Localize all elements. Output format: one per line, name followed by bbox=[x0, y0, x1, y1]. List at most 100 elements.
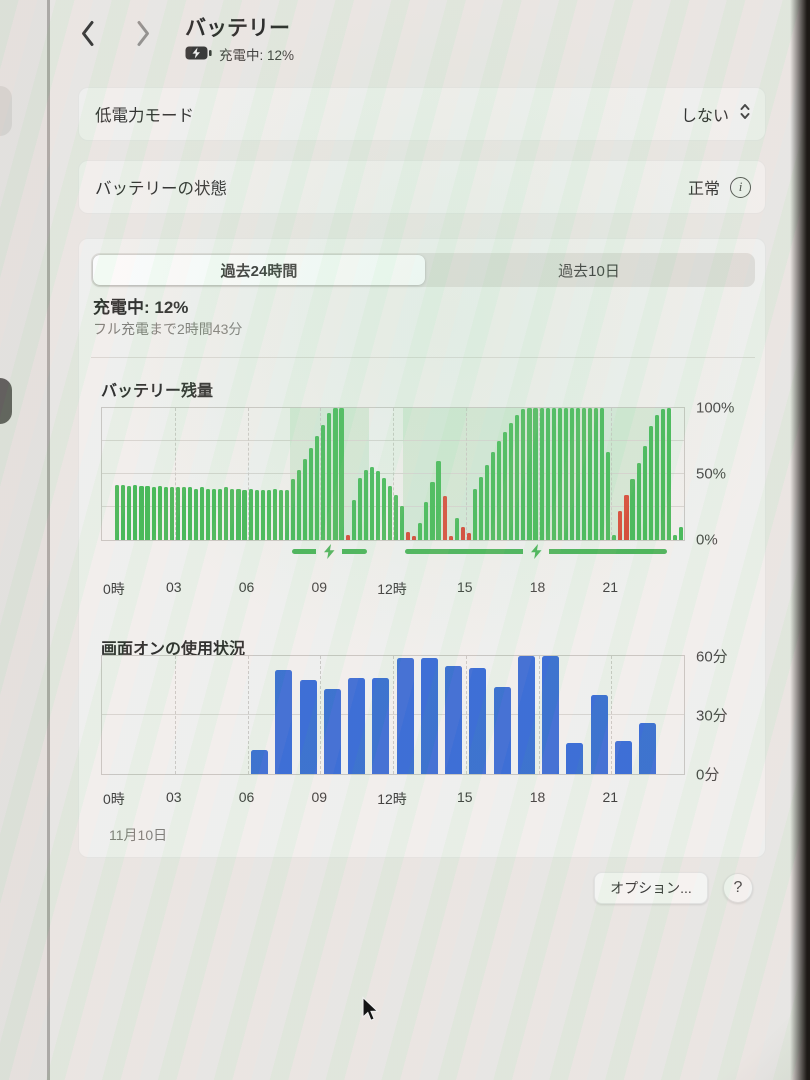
x-axis-label: 12時 bbox=[377, 791, 407, 807]
usage-bar bbox=[299, 679, 317, 774]
battery-bar bbox=[133, 484, 138, 540]
usage-bar bbox=[275, 669, 293, 774]
x-axis-label: 21 bbox=[602, 579, 619, 595]
gridline bbox=[320, 408, 322, 540]
battery-level-chart-title: バッテリー残量 bbox=[101, 383, 214, 400]
battery-bar bbox=[478, 476, 484, 540]
gridline bbox=[393, 408, 394, 540]
battery-bar bbox=[121, 484, 126, 540]
battery-bar bbox=[648, 426, 653, 540]
battery-bar bbox=[321, 425, 326, 540]
battery-bar bbox=[588, 408, 593, 540]
x-axis-label: 03 bbox=[165, 789, 182, 805]
battery-bar bbox=[260, 489, 265, 540]
x-axis-label: 0時 bbox=[103, 581, 125, 597]
gridline bbox=[247, 408, 249, 540]
back-button[interactable] bbox=[74, 20, 100, 50]
battery-bar bbox=[363, 470, 368, 540]
battery-bar bbox=[515, 414, 520, 540]
info-icon[interactable]: i bbox=[730, 176, 751, 198]
battery-bar bbox=[236, 488, 241, 540]
battery-bar bbox=[181, 487, 186, 540]
usage-bar bbox=[251, 750, 269, 774]
low-power-mode-value: しない bbox=[680, 108, 729, 125]
battery-bar bbox=[545, 408, 550, 540]
battery-bar bbox=[630, 479, 635, 540]
battery-bar bbox=[666, 408, 671, 540]
battery-bar bbox=[539, 408, 544, 540]
battery-bar bbox=[606, 451, 611, 540]
divider bbox=[91, 357, 755, 358]
battery-bar bbox=[297, 470, 302, 540]
tab-last-24-hours[interactable]: 過去24時間 bbox=[93, 255, 425, 285]
battery-bar bbox=[581, 408, 587, 540]
battery-pane: バッテリー 充電中: 12% 低電力モード しない バッテリーの状態 正常 i bbox=[50, 0, 795, 1080]
sidebar-item-partial bbox=[0, 378, 12, 424]
battery-bar bbox=[460, 526, 465, 540]
battery-bar bbox=[394, 495, 399, 540]
battery-bar bbox=[466, 533, 471, 540]
battery-bar bbox=[533, 408, 538, 540]
battery-bar bbox=[357, 477, 362, 540]
chevron-right-icon bbox=[136, 21, 151, 50]
battery-bar bbox=[193, 488, 199, 540]
battery-bar bbox=[569, 408, 574, 540]
low-power-mode-popup[interactable]: しない bbox=[681, 102, 751, 126]
screen-on-usage-chart-title: 画面オンの使用状況 bbox=[101, 641, 246, 658]
usage-bar bbox=[323, 689, 341, 774]
battery-bar bbox=[200, 487, 205, 540]
help-button[interactable]: ? bbox=[723, 873, 753, 903]
battery-bar bbox=[497, 441, 502, 540]
battery-bar bbox=[678, 526, 684, 540]
y-axis-label: 0% bbox=[696, 531, 718, 549]
battery-bar bbox=[375, 471, 380, 540]
battery-bar bbox=[442, 496, 447, 540]
battery-bar bbox=[509, 422, 514, 540]
mouse-cursor bbox=[360, 996, 382, 1029]
battery-bar bbox=[454, 517, 459, 540]
gridline bbox=[465, 656, 467, 774]
battery-bar bbox=[448, 536, 453, 540]
chevron-up-down-icon bbox=[739, 102, 751, 126]
low-power-mode-label: 低電力モード bbox=[95, 107, 194, 125]
battery-health-row: バッテリーの状態 正常 i bbox=[78, 160, 766, 214]
usage-bar bbox=[372, 677, 390, 774]
tab-last-10-days[interactable]: 過去10日 bbox=[558, 262, 620, 280]
battery-bar bbox=[115, 484, 120, 540]
battery-bar bbox=[290, 479, 296, 540]
battery-bar bbox=[387, 485, 393, 540]
battery-bar bbox=[660, 409, 665, 540]
battery-bar bbox=[400, 505, 405, 540]
battery-bar bbox=[145, 485, 150, 540]
battery-bar bbox=[163, 487, 168, 540]
page-title: バッテリー bbox=[185, 17, 290, 40]
usage-bar bbox=[566, 742, 584, 774]
gridline bbox=[611, 656, 613, 774]
battery-bar bbox=[266, 489, 271, 540]
sidebar-item-partial bbox=[0, 86, 12, 136]
x-axis-label: 18 bbox=[529, 789, 546, 805]
usage-bar bbox=[639, 722, 657, 774]
battery-bar bbox=[412, 536, 417, 540]
forward-button[interactable] bbox=[130, 20, 156, 50]
usage-bar bbox=[420, 657, 438, 774]
battery-bar bbox=[436, 460, 441, 540]
battery-bar bbox=[212, 488, 217, 540]
usage-bar bbox=[396, 657, 414, 774]
options-button[interactable]: オプション... bbox=[594, 872, 708, 904]
battery-bar bbox=[351, 500, 356, 540]
battery-bar bbox=[618, 510, 623, 540]
x-axis-label: 21 bbox=[602, 789, 619, 805]
x-axis-label: 0時 bbox=[103, 791, 125, 807]
battery-bar bbox=[521, 409, 526, 540]
battery-bar bbox=[381, 477, 387, 540]
charging-percent-title: 充電中: 12% bbox=[93, 298, 189, 317]
usage-bar bbox=[469, 667, 487, 774]
x-axis-label: 06 bbox=[238, 789, 255, 805]
battery-bar bbox=[594, 408, 599, 540]
battery-bar bbox=[600, 408, 605, 540]
lightning-bolt-icon bbox=[316, 543, 343, 560]
gridline bbox=[465, 408, 467, 540]
charging-status-text: 充電中: 12% bbox=[219, 48, 295, 63]
battery-bar bbox=[139, 485, 144, 540]
